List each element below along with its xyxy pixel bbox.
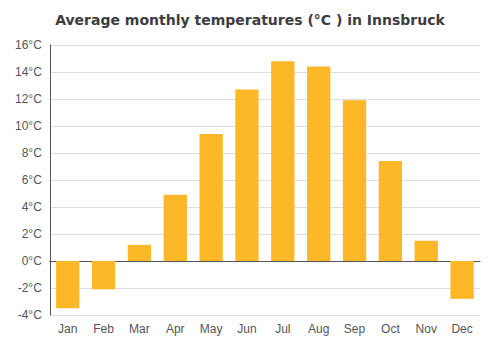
svg-text:6°C: 6°C — [22, 173, 42, 187]
svg-text:Apr: Apr — [166, 322, 185, 336]
svg-text:Sep: Sep — [344, 322, 366, 336]
svg-text:2°C: 2°C — [22, 227, 42, 241]
svg-text:10°C: 10°C — [15, 119, 42, 133]
svg-text:12°C: 12°C — [15, 92, 42, 106]
svg-text:Aug: Aug — [308, 322, 329, 336]
svg-text:Mar: Mar — [129, 322, 150, 336]
svg-text:14°C: 14°C — [15, 65, 42, 79]
svg-text:Nov: Nov — [416, 322, 437, 336]
svg-text:-2°C: -2°C — [18, 281, 42, 295]
svg-text:Oct: Oct — [381, 322, 400, 336]
svg-text:Dec: Dec — [451, 322, 472, 336]
svg-text:4°C: 4°C — [22, 200, 42, 214]
svg-text:Jul: Jul — [275, 322, 290, 336]
svg-text:May: May — [200, 322, 223, 336]
svg-text:-4°C: -4°C — [18, 308, 42, 322]
svg-text:Jan: Jan — [58, 322, 77, 336]
svg-text:Feb: Feb — [93, 322, 114, 336]
svg-text:Jun: Jun — [237, 322, 256, 336]
svg-text:0°C: 0°C — [22, 254, 42, 268]
svg-text:Average monthly temperatures (: Average monthly temperatures (°C ) in In… — [55, 12, 445, 28]
svg-text:8°C: 8°C — [22, 146, 42, 160]
svg-text:16°C: 16°C — [15, 38, 42, 52]
